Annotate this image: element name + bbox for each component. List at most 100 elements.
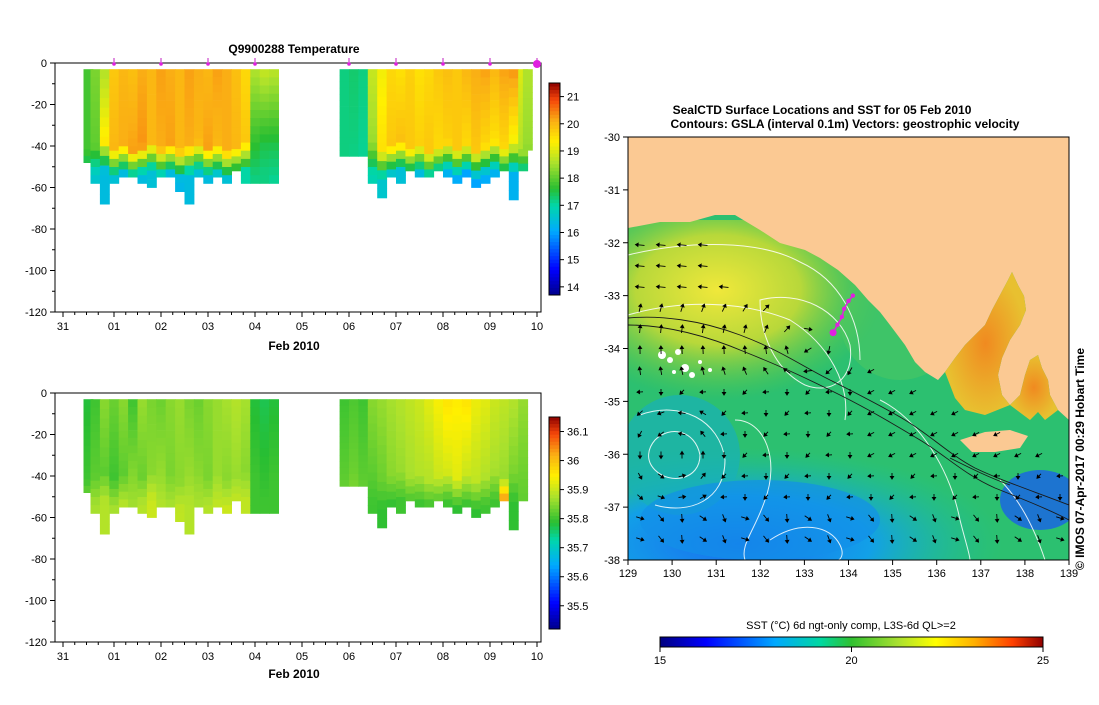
heatmap-cell xyxy=(387,139,397,147)
heatmap-cell xyxy=(499,472,509,480)
heatmap-cell xyxy=(471,442,481,451)
heatmap-cell xyxy=(203,134,213,143)
colorbar-swatch xyxy=(549,203,560,207)
heatmap-cell xyxy=(349,132,359,139)
heatmap-cell xyxy=(340,113,350,120)
heatmap-cell xyxy=(213,430,223,438)
heatmap-cell xyxy=(471,179,481,188)
heatmap-cell xyxy=(232,457,242,465)
heatmap-cell xyxy=(509,502,519,512)
colorbar-swatch xyxy=(549,115,560,119)
colorbar-swatch xyxy=(549,171,560,175)
heatmap-cell xyxy=(100,185,110,195)
heatmap-cell xyxy=(156,108,166,116)
heatmap-cell xyxy=(260,456,270,465)
heatmap-cell xyxy=(396,175,406,184)
heatmap-cell xyxy=(185,496,195,506)
heatmap-cell xyxy=(194,92,204,100)
heatmap-cell xyxy=(185,399,195,409)
heatmap-cell xyxy=(481,134,491,143)
heatmap-cell xyxy=(340,150,350,157)
heatmap-cell xyxy=(260,473,270,482)
heatmap-cell xyxy=(156,407,166,415)
colorbar-swatch xyxy=(549,558,560,562)
heatmap-cell xyxy=(518,457,528,465)
heatmap-cell xyxy=(203,86,213,95)
x-tick-label: 02 xyxy=(155,321,167,333)
x-tick-label: 06 xyxy=(343,651,355,663)
profile-marker xyxy=(488,62,492,66)
colorbar-swatch xyxy=(549,284,560,288)
heatmap-cell xyxy=(222,77,232,86)
heatmap-cell xyxy=(340,138,350,145)
heatmap-cell xyxy=(138,151,148,160)
heatmap-cell xyxy=(368,407,378,416)
colorbar-swatch xyxy=(549,253,560,257)
heatmap-cell xyxy=(387,453,397,461)
x-tick-label: 31 xyxy=(57,651,69,663)
colorbar-swatch xyxy=(549,221,560,225)
heatmap-cell xyxy=(387,446,397,454)
heatmap-cell xyxy=(396,416,406,425)
heatmap-cell xyxy=(147,137,157,146)
heatmap-cell xyxy=(415,469,425,477)
lon-tick-label: 136 xyxy=(928,568,946,580)
heatmap-cell xyxy=(405,436,415,444)
heatmap-cell xyxy=(443,461,453,469)
colorbar-swatch xyxy=(549,456,560,460)
heatmap-cell xyxy=(387,484,397,492)
colorbar-swatch xyxy=(549,224,560,228)
heatmap-cell xyxy=(138,77,148,86)
heatmap-cell xyxy=(128,77,138,85)
heatmap-cell xyxy=(490,108,500,116)
colorbar-swatch xyxy=(549,523,560,527)
colorbar-swatch xyxy=(549,611,560,615)
lon-tick-label: 134 xyxy=(839,568,857,580)
heatmap-cell xyxy=(260,159,270,168)
heatmap-cell xyxy=(203,432,213,441)
heatmap-cell xyxy=(443,446,453,454)
heatmap-cell xyxy=(358,468,368,475)
heatmap-cell xyxy=(396,505,406,514)
heatmap-cell xyxy=(232,421,242,429)
heatmap-cell xyxy=(518,414,528,422)
heatmap-cell xyxy=(396,464,406,473)
colorbar-swatch xyxy=(549,417,560,421)
heatmap-cell xyxy=(358,480,368,487)
colorbar-swatch xyxy=(549,551,560,555)
heatmap-cell xyxy=(185,457,195,467)
colorbar-swatch xyxy=(549,157,560,161)
heatmap-cell xyxy=(443,92,453,100)
heatmap-cell xyxy=(203,473,213,482)
heatmap-cell xyxy=(128,108,138,116)
heatmap-cell xyxy=(241,424,251,433)
heatmap-cell xyxy=(250,424,260,433)
heatmap-cell xyxy=(194,476,204,484)
heatmap-cell xyxy=(260,407,270,416)
heatmap-cell xyxy=(358,430,368,437)
heatmap-cell xyxy=(213,85,223,93)
colorbar-tick-label: 36.1 xyxy=(567,427,588,439)
heatmap-cell xyxy=(222,505,232,514)
heatmap-cell xyxy=(128,131,138,139)
colorbar-swatch xyxy=(549,608,560,612)
heatmap-cell xyxy=(481,110,491,119)
heatmap-cell xyxy=(358,455,368,462)
y-tick-label: -60 xyxy=(31,513,47,525)
heatmap-cell xyxy=(128,446,138,454)
heatmap-cell xyxy=(109,126,119,135)
heatmap-cell xyxy=(156,162,166,170)
heatmap-cell xyxy=(523,139,533,145)
heatmap-cell xyxy=(490,415,500,423)
colorbar-swatch xyxy=(549,150,560,154)
heatmap-cell xyxy=(166,85,176,93)
heatmap-cell xyxy=(462,469,472,477)
heatmap-cell xyxy=(175,469,185,478)
colorbar-swatch xyxy=(549,214,560,218)
temperature-heatmap xyxy=(84,69,533,204)
heatmap-cell xyxy=(138,159,148,168)
heatmap-cell xyxy=(368,399,378,408)
heatmap-cell xyxy=(471,509,481,518)
heatmap-cell xyxy=(194,461,204,469)
